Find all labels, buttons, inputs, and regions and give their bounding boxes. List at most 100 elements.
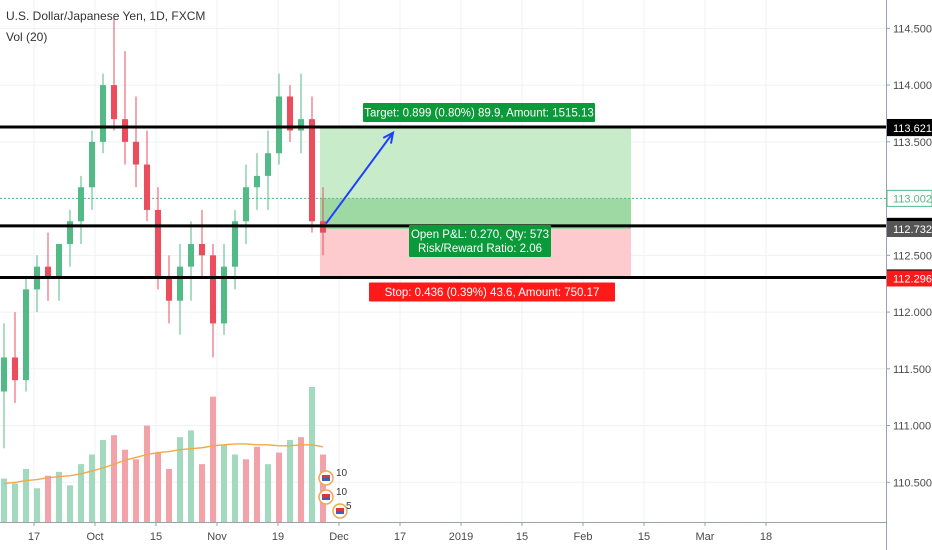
economic-event-marker[interactable]: 10 bbox=[318, 487, 348, 505]
time-tick-label: Mar bbox=[696, 531, 715, 543]
projection-arrow[interactable] bbox=[325, 132, 394, 225]
volume-bar bbox=[66, 485, 74, 522]
time-tick-label: 15 bbox=[638, 531, 650, 543]
volume-bar bbox=[286, 440, 294, 522]
arrow-head-icon bbox=[382, 130, 395, 144]
price-tick-label: 111.500 bbox=[893, 364, 931, 376]
flag-stripe bbox=[322, 478, 330, 481]
candle-body bbox=[132, 141, 140, 165]
volume-bar bbox=[176, 437, 184, 522]
price-tick-label: 114.000 bbox=[893, 80, 932, 92]
volume-bar bbox=[143, 425, 151, 522]
volume-bar bbox=[187, 430, 195, 522]
volume-bar bbox=[220, 444, 228, 522]
pnl-box-bg bbox=[409, 224, 551, 257]
time-tick-label: Oct bbox=[86, 531, 103, 543]
candle-body bbox=[297, 119, 305, 131]
candle-body bbox=[165, 278, 173, 301]
open-profit-zone bbox=[320, 198, 631, 229]
price-tag-value: 113.621 bbox=[893, 123, 932, 135]
candle-body bbox=[110, 85, 118, 120]
volume-bar bbox=[275, 452, 283, 522]
candle-body bbox=[176, 266, 184, 301]
time-axis[interactable]: 17 Oct 15 Nov 19 Dec 17 2019 15 Feb 15 Mar 18 bbox=[0, 522, 886, 543]
candles bbox=[0, 17, 327, 449]
time-tick-label: 19 bbox=[272, 531, 284, 543]
volume-bar bbox=[253, 446, 261, 522]
economic-event-marker[interactable]: 10 bbox=[318, 468, 348, 486]
economic-event-marker[interactable]: 5 bbox=[332, 501, 352, 519]
event-count: 5 bbox=[346, 501, 352, 512]
candle-body bbox=[220, 266, 228, 324]
event-markers[interactable]: 10 10 5 bbox=[318, 468, 352, 519]
candle-body bbox=[121, 119, 129, 142]
flag-stripe bbox=[336, 508, 344, 511]
event-count: 10 bbox=[336, 468, 348, 479]
candle-body bbox=[99, 85, 107, 142]
price-tag-value: 113.002 bbox=[893, 193, 932, 205]
volume-bar bbox=[319, 454, 327, 522]
price-tag-level[interactable]: 113.621 bbox=[887, 120, 932, 137]
candle-body bbox=[66, 221, 74, 244]
time-tick-label: 2019 bbox=[449, 531, 473, 543]
volume-bar bbox=[0, 478, 8, 522]
volume-indicator-label: Vol (20) bbox=[6, 30, 47, 44]
time-tick-label: Feb bbox=[574, 531, 593, 543]
candle-body bbox=[264, 153, 272, 176]
price-tag-value: 112.732 bbox=[893, 224, 932, 236]
price-tick-label: 112.500 bbox=[893, 250, 932, 262]
pnl-box[interactable]: Open P&L: 0.270, Qty: 573 Risk/Reward Rat… bbox=[409, 224, 551, 257]
volume-bar bbox=[154, 452, 162, 522]
price-axis[interactable]: 114.500114.000113.500113.000112.500112.0… bbox=[886, 0, 932, 550]
volume-bar bbox=[110, 435, 118, 522]
target-label[interactable]: Target: 0.899 (0.80%) 89.9, Amount: 1515… bbox=[363, 102, 595, 122]
volume-bar bbox=[297, 437, 305, 522]
stop-label[interactable]: Stop: 0.436 (0.39%) 43.6, Amount: 750.17 bbox=[369, 282, 615, 302]
candle-body bbox=[308, 119, 316, 222]
price-tick-label: 113.500 bbox=[893, 137, 932, 149]
candle-body bbox=[187, 243, 195, 267]
volume-bar bbox=[44, 475, 52, 522]
stop-label-text: Stop: 0.436 (0.39%) 43.6, Amount: 750.17 bbox=[385, 287, 600, 299]
candle-body bbox=[253, 175, 261, 188]
candle-body bbox=[0, 357, 8, 392]
price-tick-label: 110.500 bbox=[893, 477, 932, 489]
volume-bar bbox=[242, 459, 250, 522]
time-tick-label: 17 bbox=[394, 531, 406, 543]
volume-bar bbox=[99, 440, 107, 522]
volume-bar bbox=[132, 459, 140, 522]
candle-body bbox=[44, 266, 52, 279]
candle-body bbox=[231, 221, 239, 267]
volume-bar bbox=[88, 454, 96, 522]
candle-body bbox=[55, 243, 63, 279]
volume-bar bbox=[22, 468, 30, 522]
volume-bar bbox=[198, 464, 206, 522]
target-label-text: Target: 0.899 (0.80%) 89.9, Amount: 1515… bbox=[364, 107, 594, 119]
candle-body bbox=[198, 243, 206, 256]
time-tick-label: 15 bbox=[150, 531, 162, 543]
price-tag-current[interactable]: 112.732 bbox=[887, 220, 932, 237]
annotations[interactable]: Target: 0.899 (0.80%) 89.9, Amount: 1515… bbox=[325, 102, 615, 302]
risk-reward-text: Risk/Reward Ratio: 2.06 bbox=[418, 243, 542, 255]
price-tag-bg bbox=[887, 120, 932, 137]
price-tag-stop[interactable]: 112.296 bbox=[887, 270, 932, 287]
price-tag-value: 112.296 bbox=[893, 273, 932, 285]
volume-pane bbox=[0, 387, 327, 522]
volume-bar bbox=[11, 483, 19, 522]
volume-bar bbox=[264, 464, 272, 522]
price-tag-bg bbox=[886, 189, 932, 207]
flag-stripe bbox=[322, 497, 330, 500]
volume-bar bbox=[165, 468, 173, 522]
volume-bar bbox=[33, 488, 41, 522]
volume-bar bbox=[55, 471, 63, 522]
time-tick-label: 18 bbox=[760, 531, 772, 543]
candle-body bbox=[77, 187, 85, 222]
volume-ma-line bbox=[3, 443, 324, 485]
price-tick-label: 112.000 bbox=[893, 307, 932, 319]
volume-bar bbox=[77, 464, 85, 522]
price-tag-last[interactable]: 113.002 bbox=[886, 189, 932, 207]
candle-body bbox=[143, 164, 151, 210]
time-tick-label: 17 bbox=[28, 531, 40, 543]
